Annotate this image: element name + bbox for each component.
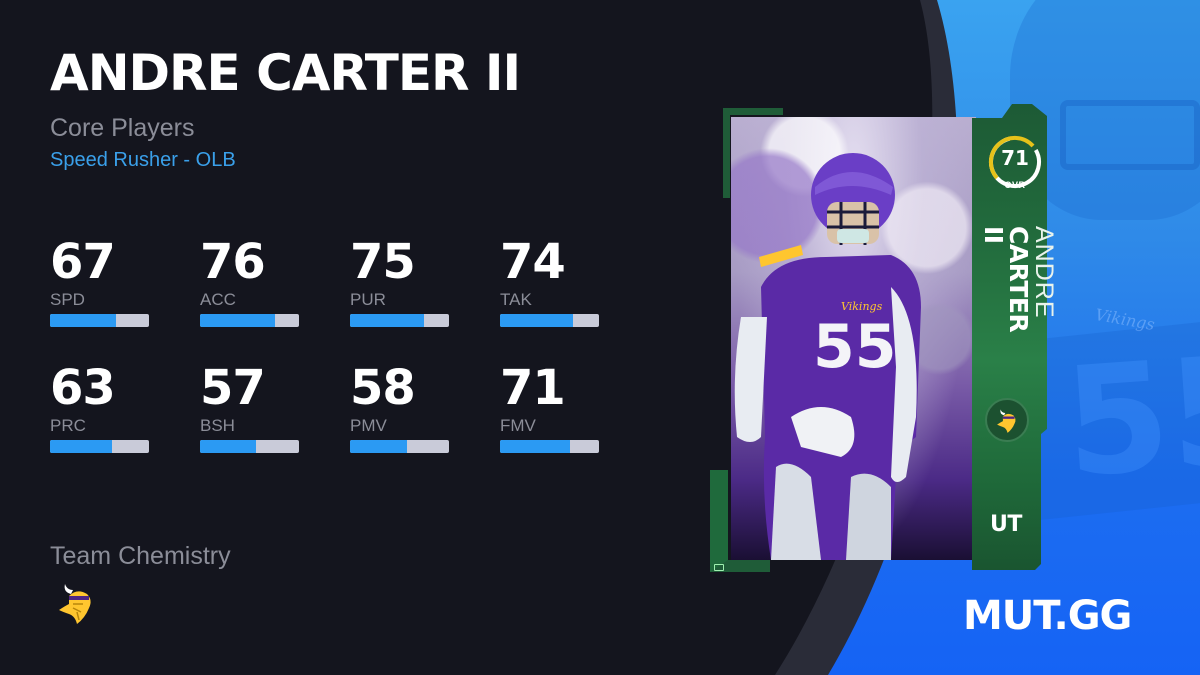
team-chemistry-label: Team Chemistry <box>50 542 231 570</box>
stat-acc: 76 ACC <box>200 236 300 327</box>
stat-bsh: 57 BSH <box>200 362 300 453</box>
vikings-logo-icon <box>997 409 1016 433</box>
program-label: Core Players <box>50 114 195 142</box>
stat-bar-fill <box>350 440 408 453</box>
stat-label: PRC <box>50 416 86 435</box>
stat-bar-fill <box>500 440 571 453</box>
card-first-name: ANDRE <box>1030 226 1058 319</box>
card-side-panel <box>972 104 1047 570</box>
stat-value: 58 <box>350 360 416 416</box>
stat-bar <box>200 440 299 453</box>
stat-bar <box>350 314 449 327</box>
stat-label: PMV <box>350 416 387 435</box>
card-player-name: ANDRE CARTER II <box>979 226 1058 356</box>
stat-bar <box>500 440 599 453</box>
stat-bar-fill <box>350 314 425 327</box>
stat-value: 74 <box>500 234 566 290</box>
stat-label: ACC <box>200 290 236 309</box>
stat-bar <box>200 314 299 327</box>
ovr-value: 71 <box>1001 146 1029 170</box>
player-photo: 55 Vikings <box>731 117 976 560</box>
stat-label: BSH <box>200 416 235 435</box>
battery-icon <box>714 564 724 571</box>
stat-tak: 74 TAK <box>500 236 600 327</box>
stat-label: SPD <box>50 290 85 309</box>
stat-fmv: 71 FMV <box>500 362 600 453</box>
svg-text:Vikings: Vikings <box>841 300 883 313</box>
ovr-ring-icon <box>988 135 1041 188</box>
svg-text:55: 55 <box>813 312 897 382</box>
stat-bar <box>50 440 149 453</box>
ghost-jersey-number: 55 <box>1059 322 1200 512</box>
stat-label: FMV <box>500 416 536 435</box>
stat-value: 75 <box>350 234 416 290</box>
stat-value: 63 <box>50 360 116 416</box>
stat-bar-fill <box>50 440 113 453</box>
ghost-facemask-graphic <box>1060 100 1200 170</box>
stat-value: 67 <box>50 234 116 290</box>
stat-bar <box>500 314 599 327</box>
stat-value: 76 <box>200 234 266 290</box>
card-team-badge <box>985 398 1029 442</box>
archetype-label: Speed Rusher - OLB <box>50 149 236 171</box>
mode-badge: UT <box>990 512 1022 537</box>
ovr-label: OVR <box>1004 180 1026 190</box>
player-name: ANDRE CARTER II <box>50 44 521 102</box>
stat-bar <box>350 440 449 453</box>
stat-bar-fill <box>200 440 257 453</box>
stat-value: 71 <box>500 360 566 416</box>
card-frame-corner <box>723 108 783 198</box>
stat-bar-fill <box>50 314 117 327</box>
stat-spd: 67 SPD <box>50 236 150 327</box>
stats-grid: 67 SPD 76 ACC 75 PUR 74 TAK 63 PRC 57 BS… <box>50 236 650 453</box>
stat-bar-fill <box>200 314 276 327</box>
mutgg-logo[interactable]: MUT.GG <box>963 593 1132 639</box>
stat-label: TAK <box>500 290 532 309</box>
stat-pur: 75 PUR <box>350 236 450 327</box>
vikings-logo-icon[interactable] <box>55 578 97 626</box>
card-frame-corner <box>710 470 770 572</box>
stat-bar <box>50 314 149 327</box>
stat-label: PUR <box>350 290 386 309</box>
player-figure: 55 Vikings <box>734 153 921 560</box>
stat-pmv: 58 PMV <box>350 362 450 453</box>
stat-bar-fill <box>500 314 574 327</box>
stat-value: 57 <box>200 360 266 416</box>
card-last-name: CARTER II <box>979 226 1033 333</box>
stat-prc: 63 PRC <box>50 362 150 453</box>
